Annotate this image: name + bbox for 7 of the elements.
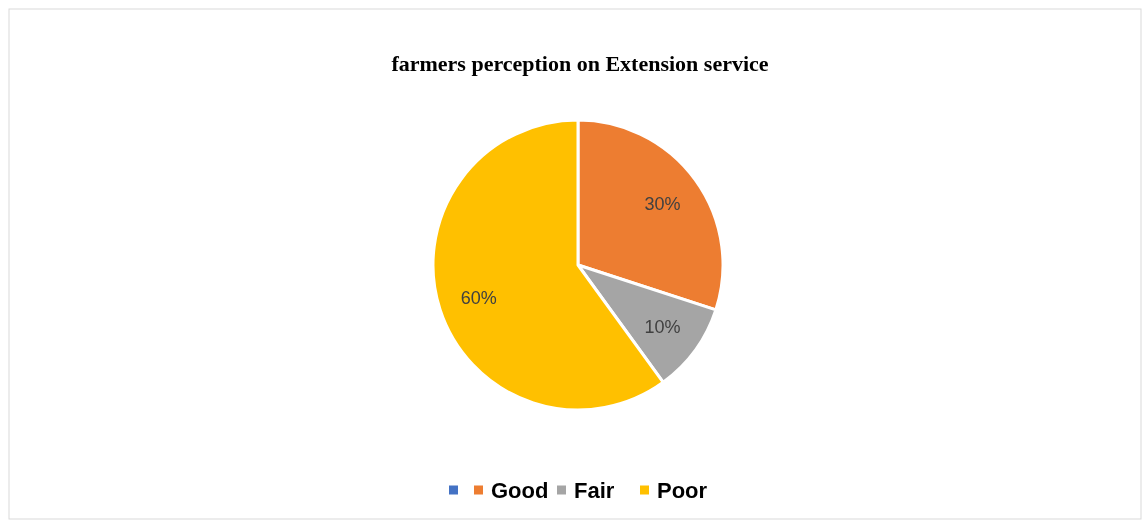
legend-label: Poor bbox=[657, 477, 708, 503]
chart-title: farmers perception on Extension service bbox=[391, 50, 769, 76]
data-label: 10% bbox=[644, 316, 681, 337]
legend-label: Good bbox=[491, 477, 549, 503]
data-label: 60% bbox=[460, 287, 497, 308]
legend-label: Fair bbox=[574, 477, 615, 503]
data-label: 30% bbox=[644, 193, 681, 214]
